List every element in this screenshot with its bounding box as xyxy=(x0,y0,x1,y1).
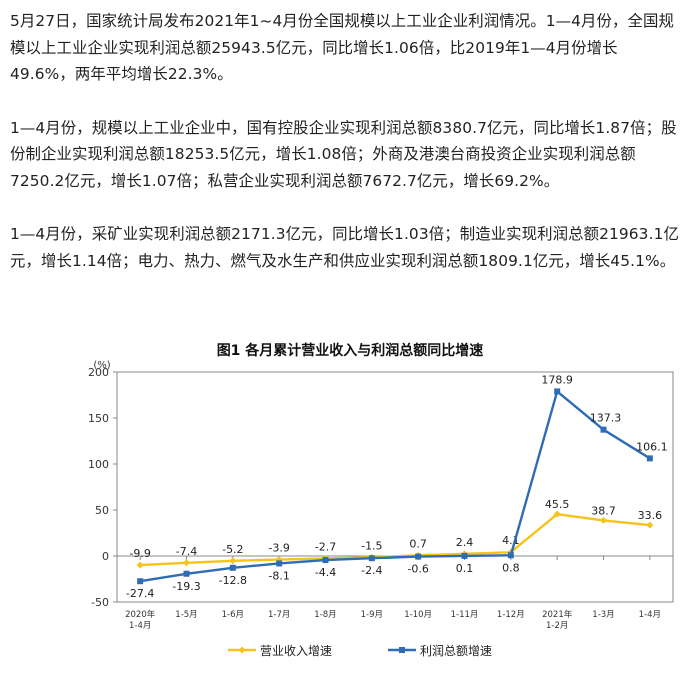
x-tick-label: 1-6月 xyxy=(222,610,244,620)
x-tick-label: 1-4月 xyxy=(639,610,661,620)
profit-data-label: -4.4 xyxy=(315,566,336,579)
revenue-point-marker xyxy=(229,557,237,565)
revenue-point-marker xyxy=(600,516,607,524)
paragraph-sectors: 1—4月份，采矿业实现利润总额2171.3亿元，同比增长1.03倍；制造业实现利… xyxy=(10,225,679,270)
revenue-data-label: -3.9 xyxy=(268,542,289,555)
profit-data-label: 0.8 xyxy=(502,561,520,574)
profit-point-marker xyxy=(183,570,190,577)
chart-figure: 图1 各月累计营业收入与利润总额同比增速 (%) -50 0 50 100 150 200… xyxy=(50,330,685,690)
profit-data-label: -12.8 xyxy=(219,574,247,587)
revenue-point-marker xyxy=(183,559,190,567)
paragraph-ownership: 1—4月份，规模以上工业企业中，国有控股企业实现利润总额8380.7亿元，同比增… xyxy=(10,118,677,190)
revenue-point-marker xyxy=(553,510,561,518)
profit-point-marker xyxy=(554,388,561,395)
article-body: 5月27日，国家统计局发布2021年1~4月份全国规模以上工业企业利润情况。1—… xyxy=(10,8,682,301)
x-tick-label: 1-11月 xyxy=(451,610,479,620)
profit-point-marker xyxy=(507,552,514,559)
profit-point-marker xyxy=(368,555,375,562)
revenue-point-marker xyxy=(136,561,144,569)
legend-swatch-marker xyxy=(238,646,246,654)
profit-point-marker xyxy=(600,426,607,433)
legend-label: 利润总额增速 xyxy=(420,644,492,658)
legend-swatch-marker xyxy=(399,647,405,653)
profit-point-marker xyxy=(229,564,236,571)
profit-data-label: 0.1 xyxy=(456,562,474,575)
profit-point-marker xyxy=(276,560,283,567)
revenue-data-label: 2.4 xyxy=(456,536,474,549)
chart-title: 图1 各月累计营业收入与利润总额同比增速 xyxy=(217,342,484,359)
profit-data-label: -27.4 xyxy=(126,587,154,600)
revenue-data-label: -9.9 xyxy=(129,547,150,560)
plot-frame xyxy=(116,371,674,603)
x-tick-label: 1-10月 xyxy=(404,610,432,620)
profit-data-label: 137.3 xyxy=(590,412,622,425)
profit-point-marker xyxy=(322,557,329,564)
y-tick-label: -50 xyxy=(91,596,109,609)
revenue-data-label: 33.6 xyxy=(638,509,663,522)
x-tick-label: 1-8月 xyxy=(314,610,336,620)
series-line-profit xyxy=(139,390,651,583)
line-chart: 图1 各月累计营业收入与利润总额同比增速 (%) -50 0 50 100 150 200… xyxy=(88,342,674,658)
y-tick-label: 150 xyxy=(88,412,109,425)
y-tick-label: 100 xyxy=(88,458,109,471)
profit-data-label: -8.1 xyxy=(268,569,289,582)
x-tick-label: 1-9月 xyxy=(361,610,383,620)
x-tick-label: 1-3月 xyxy=(592,610,614,620)
revenue-data-label: 0.7 xyxy=(409,537,427,550)
legend-label: 营业收入增速 xyxy=(260,644,332,658)
profit-point-marker xyxy=(646,455,653,462)
paragraph-summary: 5月27日，国家统计局发布2021年1~4月份全国规模以上工业企业利润情况。1—… xyxy=(10,12,674,83)
x-tick-label: 1-7月 xyxy=(268,610,290,620)
revenue-data-label: -7.4 xyxy=(176,545,197,558)
profit-data-label: 106.1 xyxy=(636,440,668,453)
x-tick-label: 2020年 1-4月 xyxy=(125,609,156,631)
revenue-point-marker xyxy=(646,521,654,529)
y-tick-label: 50 xyxy=(95,504,109,517)
profit-data-label: -19.3 xyxy=(172,580,200,593)
x-tick-label: 2021年 1-2月 xyxy=(542,609,573,631)
y-axis-unit: (%) xyxy=(93,360,110,371)
profit-point-marker xyxy=(137,578,144,585)
revenue-data-label: -1.5 xyxy=(361,539,382,552)
y-tick-label: 0 xyxy=(102,550,109,563)
profit-data-label: -2.4 xyxy=(361,564,382,577)
revenue-data-label: 45.5 xyxy=(545,498,570,511)
profit-point-marker xyxy=(461,552,468,559)
revenue-data-label: -2.7 xyxy=(315,540,336,553)
y-tick-label: 200 xyxy=(88,366,109,379)
profit-data-label: -0.6 xyxy=(407,563,428,576)
revenue-data-label: -5.2 xyxy=(222,543,243,556)
profit-data-label: 178.9 xyxy=(541,373,573,386)
revenue-data-label: 38.7 xyxy=(591,504,616,517)
x-tick-label: 1-12月 xyxy=(497,610,525,620)
profit-point-marker xyxy=(415,553,422,560)
x-tick-label: 1-5月 xyxy=(175,610,197,620)
